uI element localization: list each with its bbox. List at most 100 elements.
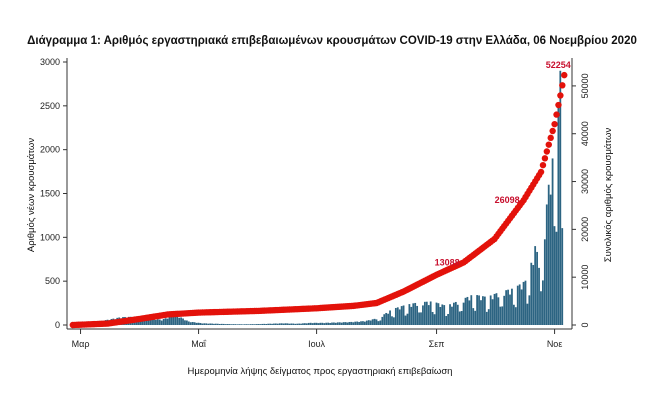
daily-cases-bar [249, 324, 252, 325]
cumulative-point [537, 168, 545, 176]
daily-cases-bar [255, 324, 258, 325]
daily-cases-bar [278, 323, 281, 325]
daily-cases-bar [160, 320, 163, 325]
daily-cases-bar [149, 319, 152, 325]
daily-cases-bar [524, 280, 527, 325]
daily-cases-bar [284, 323, 287, 325]
cumulative-point [559, 82, 566, 89]
y-tick-label: 500 [45, 276, 60, 286]
daily-cases-bar [195, 322, 198, 325]
y2-tick-label: 40000 [580, 121, 590, 146]
daily-cases-bar [410, 306, 413, 325]
x-tick-label: Ιουλ [308, 339, 325, 349]
daily-cases-bar [365, 320, 368, 325]
daily-cases-bar [511, 288, 513, 325]
daily-cases-bar [245, 324, 248, 325]
x-tick-label: Μαρ [72, 339, 90, 349]
daily-cases-bar [555, 231, 558, 325]
daily-cases-bar [226, 324, 229, 325]
daily-cases-bar [441, 304, 444, 325]
y-axis-label: Αριθμός νέων κρουσμάτων [26, 138, 37, 252]
daily-cases-bar [280, 323, 283, 325]
daily-cases-bar [402, 305, 405, 325]
daily-cases-bar [282, 323, 285, 325]
daily-cases-bar [451, 306, 453, 325]
daily-cases-bar [391, 316, 393, 325]
daily-cases-bar [482, 296, 484, 325]
daily-cases-bar [400, 306, 403, 325]
daily-cases-bar [439, 307, 442, 325]
cumulative-annotation: 13088 [435, 257, 460, 267]
daily-cases-bar [182, 318, 184, 325]
y2-tick-label: 0 [580, 322, 590, 327]
daily-cases-bar [213, 323, 215, 325]
daily-cases-bar [305, 323, 308, 325]
daily-cases-bar [425, 301, 428, 325]
daily-cases-bar [257, 324, 260, 325]
daily-cases-bar [371, 319, 374, 325]
daily-cases-bar [205, 323, 208, 325]
daily-cases-bar [534, 246, 537, 325]
daily-cases-bar [449, 304, 451, 325]
daily-cases-bar [276, 323, 279, 325]
daily-cases-bar [180, 317, 182, 325]
daily-cases-bar [232, 324, 235, 325]
daily-cases-bar [274, 323, 277, 325]
daily-cases-bar [472, 308, 475, 325]
daily-cases-bar [319, 322, 322, 325]
daily-cases-bar [532, 265, 535, 325]
daily-cases-bar [385, 312, 388, 325]
daily-cases-bar [379, 320, 382, 325]
daily-cases-bar [528, 295, 531, 325]
daily-cases-bar [164, 318, 167, 325]
daily-cases-bar [309, 322, 312, 325]
daily-cases-bar [172, 316, 175, 325]
bars-layer [71, 70, 564, 326]
daily-cases-bar [489, 295, 492, 325]
daily-cases-bar [209, 323, 211, 325]
daily-cases-bar [325, 322, 328, 325]
daily-cases-bar [155, 319, 157, 325]
daily-cases-bar [189, 322, 192, 325]
daily-cases-bar [185, 320, 188, 325]
y2-tick-label: 10000 [580, 265, 590, 290]
cumulative-point [547, 134, 554, 142]
daily-cases-bar [464, 297, 467, 325]
daily-cases-bar [447, 313, 449, 325]
daily-cases-bar [286, 323, 289, 325]
daily-cases-bar [147, 317, 150, 325]
y-tick-label: 0 [55, 320, 60, 330]
daily-cases-bar [203, 323, 206, 325]
daily-cases-bar [364, 321, 366, 325]
daily-cases-bar [329, 322, 331, 325]
daily-cases-bar [526, 303, 529, 325]
annotations-layer: 13088 26098 52254 [435, 60, 571, 267]
daily-cases-bar [302, 323, 304, 325]
cumulative-annotation: 26098 [495, 195, 520, 205]
daily-cases-bar [381, 316, 384, 325]
x-tick-label: Σεπ [429, 339, 445, 349]
cumulative-line-layer [69, 71, 568, 329]
daily-cases-bar [499, 306, 502, 325]
chart-title: Διάγραμμα 1: Αριθμός εργαστηριακά επιβεβ… [27, 35, 637, 47]
daily-cases-bar [271, 323, 273, 325]
daily-cases-bar [247, 324, 250, 325]
daily-cases-bar [145, 317, 148, 325]
y-tick-label: 3000 [40, 57, 60, 67]
daily-cases-bar [501, 306, 504, 325]
daily-cases-bar [373, 318, 376, 325]
daily-cases-bar [367, 320, 370, 325]
daily-cases-bar [178, 317, 181, 325]
daily-cases-bar [207, 323, 210, 325]
daily-cases-bar [168, 316, 171, 325]
daily-cases-bar [427, 305, 430, 325]
daily-cases-bar [300, 323, 302, 325]
daily-cases-bar [244, 324, 246, 325]
daily-cases-bar [288, 323, 291, 325]
daily-cases-bar [360, 321, 362, 325]
daily-cases-bar [307, 322, 310, 325]
daily-cases-bar [315, 322, 318, 325]
daily-cases-bar [454, 301, 457, 325]
daily-cases-bar [396, 307, 399, 325]
y-tick-label: 2500 [40, 101, 60, 111]
